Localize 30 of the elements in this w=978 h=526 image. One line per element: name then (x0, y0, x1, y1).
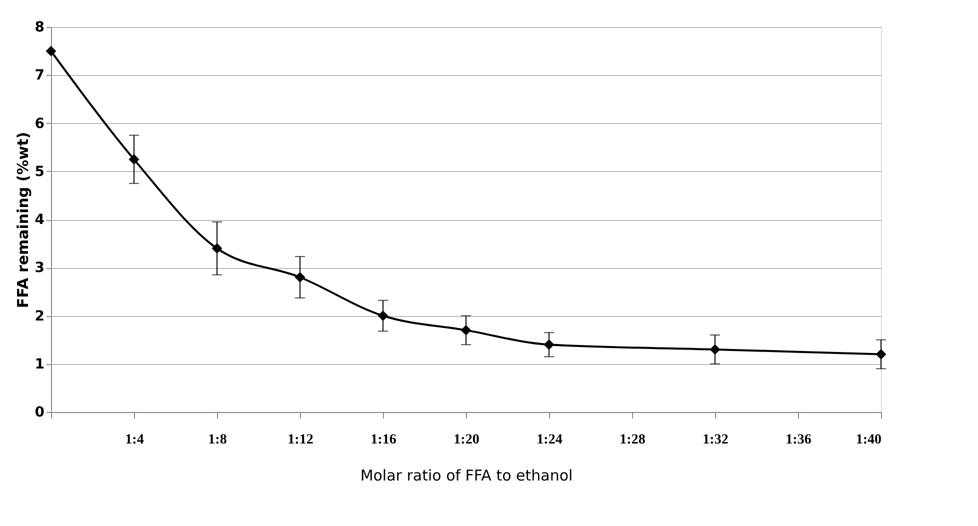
point (460, 324, 472, 336)
y-tick-label: 0 (34, 404, 45, 420)
x-tick-label: 1:24 (536, 432, 562, 448)
x-tick-label: 1:8 (208, 432, 227, 448)
y-tick-label: 6 (34, 116, 44, 132)
y-tick-label: 2 (34, 308, 44, 324)
point (876, 349, 886, 360)
y-tick-label: 8 (34, 20, 44, 36)
x-tick-label: 1:16 (370, 432, 396, 448)
point (294, 272, 306, 282)
point (46, 46, 56, 56)
point (128, 154, 140, 165)
x-tick-label: 1:32 (702, 432, 728, 448)
x-tick-label: 1:4 (125, 432, 144, 448)
x-axis-title: Molar ratio of FFA to ethanol (360, 466, 573, 484)
x-tick-label: 1:12 (288, 432, 314, 448)
y-tick-label: 3 (34, 260, 44, 276)
y-axis-title: FFA remaining (%wt) (14, 132, 32, 308)
point (378, 310, 388, 321)
x-tick-label: 1:28 (620, 432, 646, 448)
point (544, 339, 554, 350)
x-tick-label: 1:20 (454, 432, 480, 448)
y-tick-label: 7 (34, 68, 44, 84)
point (710, 344, 720, 355)
x-tick-label: 1:40 (856, 432, 882, 448)
y-tick-label: 1 (34, 356, 44, 372)
y-tick-label: 5 (34, 164, 44, 180)
x-tick-label: 1:36 (786, 432, 812, 448)
point (212, 243, 222, 254)
y-tick-label: 4 (34, 212, 45, 228)
